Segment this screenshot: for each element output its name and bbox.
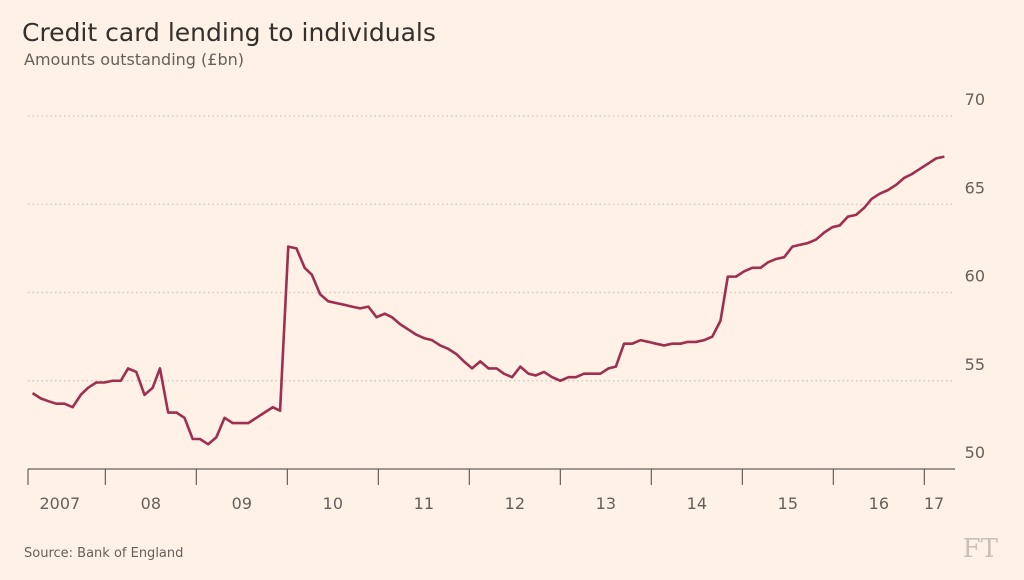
x-tick-label: 08 — [141, 494, 161, 513]
x-tick-label: 15 — [778, 494, 798, 513]
x-tick-label: 12 — [505, 494, 525, 513]
data-line — [31, 155, 945, 446]
x-tick-label: 11 — [414, 494, 434, 513]
x-tick-label: 16 — [869, 494, 889, 513]
y-tick-label: 55 — [965, 355, 985, 374]
y-tick-label: 60 — [965, 267, 985, 286]
x-tick-label: 09 — [232, 494, 252, 513]
y-tick-label: 70 — [965, 90, 985, 109]
source: Source: Bank of England — [24, 546, 183, 561]
logo: FT — [963, 534, 999, 564]
x-tick-label: 14 — [687, 494, 707, 513]
x-tick-label: 2007 — [39, 494, 80, 513]
x-tick-label: 17 — [924, 494, 944, 513]
y-tick-label: 65 — [965, 178, 985, 197]
chart-title: Credit card lending to individuals — [22, 18, 436, 47]
y-tick-label: 50 — [965, 443, 985, 462]
chart-subtitle: Amounts outstanding (£bn) — [24, 50, 244, 69]
x-tick-label: 13 — [596, 494, 616, 513]
x-tick-label: 10 — [323, 494, 343, 513]
